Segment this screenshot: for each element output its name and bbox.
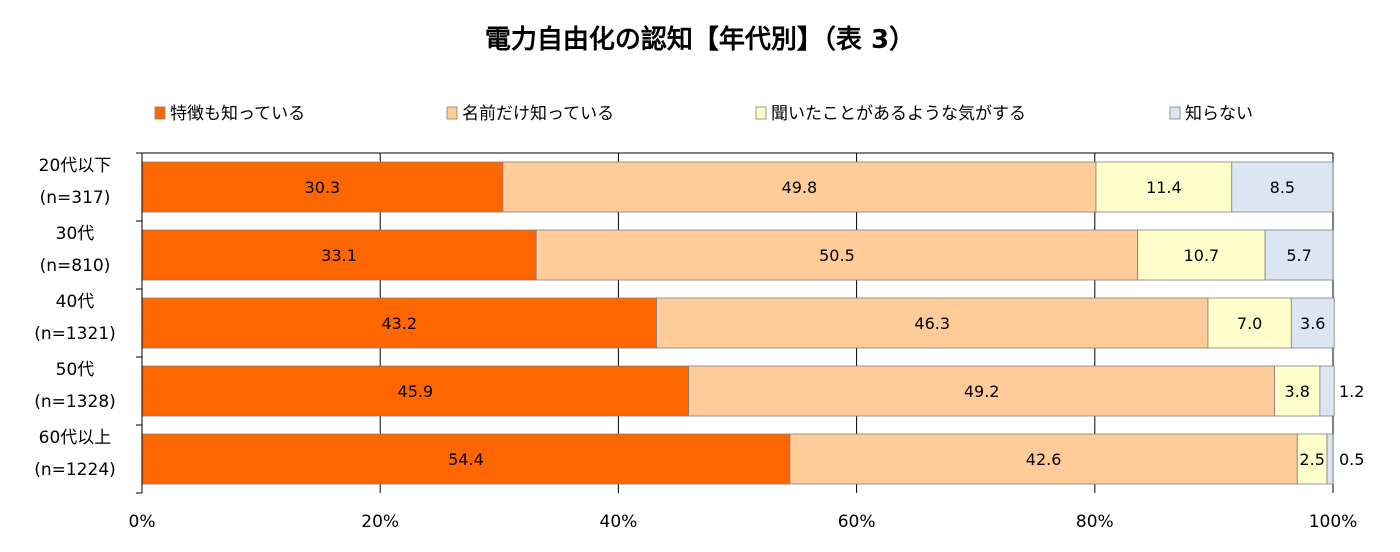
x-tick-label: 80%: [1076, 512, 1114, 532]
data-label: 43.2: [381, 314, 417, 333]
bar-segment: [535, 229, 1139, 281]
category-label: (n=1224): [34, 460, 116, 480]
data-label: 10.7: [1184, 246, 1220, 265]
x-tick-label: 100%: [1309, 512, 1358, 532]
data-label: 3.8: [1285, 382, 1310, 401]
data-label: 54.4: [448, 450, 484, 469]
bar-segment: [141, 365, 690, 417]
bar-segment: [1319, 365, 1335, 417]
bar-segment: [1231, 161, 1334, 213]
category-label: (n=1328): [34, 392, 116, 412]
category-label: (n=317): [40, 188, 111, 208]
axes: 0% 20% 40% 60% 80% 100%: [129, 152, 1358, 532]
bar-segment: [789, 433, 1298, 485]
chart-title: 電力自由化の認知【年代別】（表 3）: [485, 24, 915, 55]
bar-segment: [141, 297, 657, 349]
legend-label: 知らない: [1185, 104, 1253, 124]
category-label: 30代: [56, 224, 95, 244]
x-tick-label: 60%: [838, 512, 876, 532]
legend-label: 名前だけ知っている: [462, 104, 614, 124]
bar-segment: [1290, 297, 1335, 349]
category-label: (n=810): [40, 256, 111, 276]
x-tick-label: 40%: [600, 512, 638, 532]
data-label: 1.2: [1339, 382, 1364, 401]
data-label: 50.5: [819, 246, 855, 265]
data-label: 0.5: [1339, 450, 1364, 469]
x-tick-label: 0%: [129, 512, 156, 532]
data-label: 5.7: [1286, 246, 1311, 265]
data-label: 45.9: [398, 382, 434, 401]
legend-swatch: [755, 106, 767, 120]
category-label: 60代以上: [39, 428, 112, 448]
bar-segment: [141, 161, 504, 213]
legend: 特徴も知っている 名前だけ知っている 聞いたことがあるような気がする 知らない: [154, 104, 1253, 124]
labels: 30.3 49.8 11.4 8.5 20代以下 (n=317) 33.1 50.5 10.7 5…: [34, 156, 1364, 480]
category-label: 40代: [56, 292, 95, 312]
bar-segment: [1326, 433, 1334, 485]
category-label: (n=1321): [34, 324, 116, 344]
legend-swatch: [446, 106, 458, 120]
bar-segment: [1137, 229, 1266, 281]
data-label: 8.5: [1270, 178, 1295, 197]
bar-segment: [1264, 229, 1334, 281]
data-label: 33.1: [321, 246, 357, 265]
bar-segment: [1296, 433, 1328, 485]
legend-label: 聞いたことがあるような気がする: [771, 104, 1026, 124]
x-tick-label: 20%: [361, 512, 399, 532]
data-label: 42.6: [1026, 450, 1062, 469]
bar-segment: [141, 229, 537, 281]
data-label: 49.8: [782, 178, 818, 197]
category-label: 20代以下: [39, 156, 112, 176]
bars: [141, 161, 1335, 485]
bar-segment: [656, 297, 1209, 349]
legend-swatch: [154, 106, 166, 120]
bar-segment: [688, 365, 1276, 417]
data-label: 46.3: [914, 314, 950, 333]
bar-segment: [1207, 297, 1292, 349]
category-label: 50代: [56, 360, 95, 380]
data-label: 7.0: [1237, 314, 1262, 333]
data-label: 3.6: [1300, 314, 1325, 333]
legend-label: 特徴も知っている: [170, 104, 305, 124]
data-label: 49.2: [964, 382, 1000, 401]
legend-swatch: [1169, 106, 1181, 120]
data-label: 2.5: [1299, 450, 1324, 469]
data-label: 30.3: [305, 178, 341, 197]
data-label: 11.4: [1146, 178, 1182, 197]
